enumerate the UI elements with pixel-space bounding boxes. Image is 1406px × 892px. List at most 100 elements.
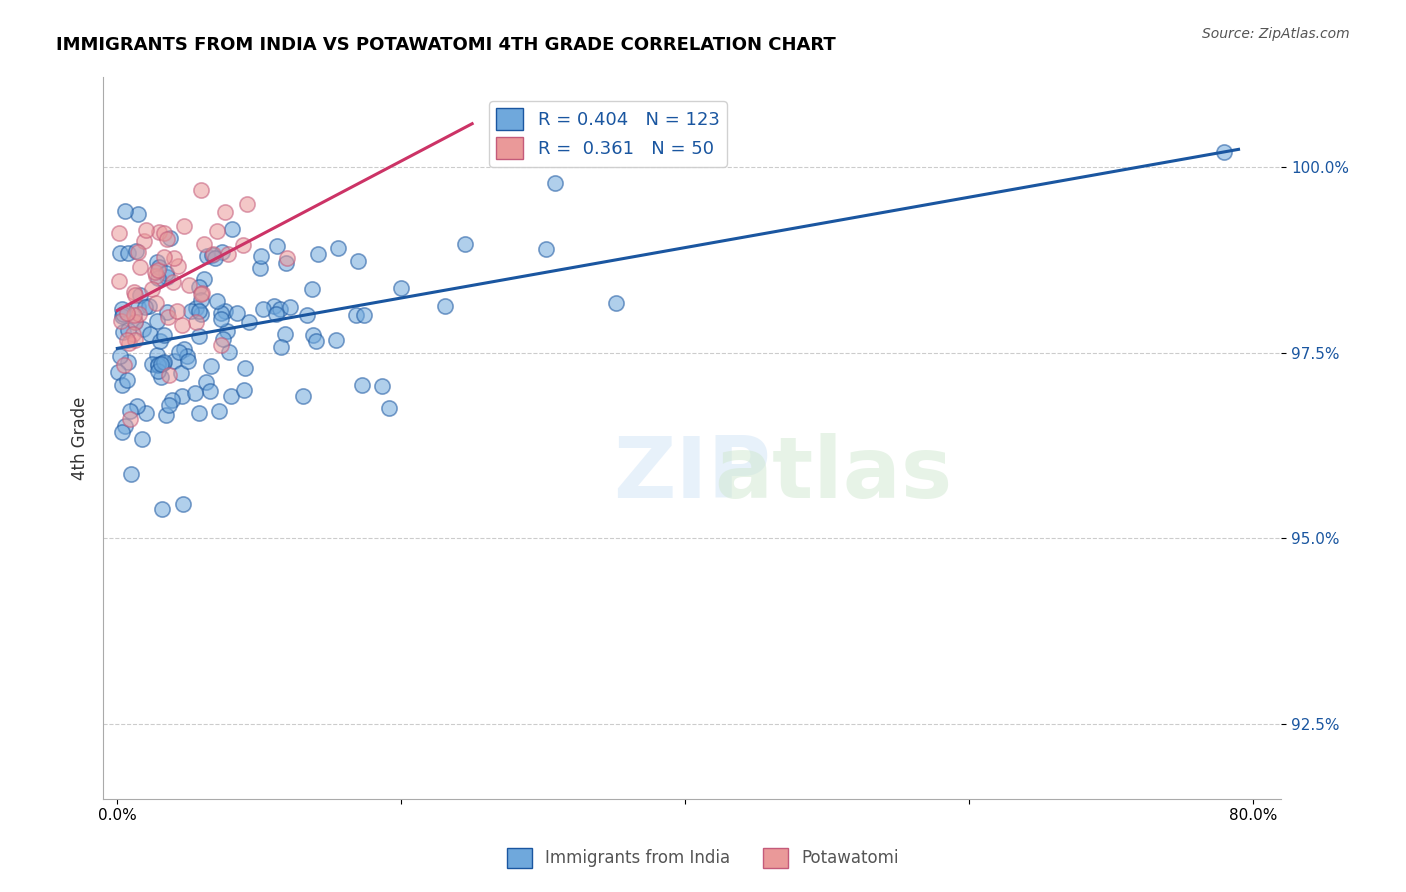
Point <box>143 265 166 279</box>
Point <box>305 334 328 348</box>
Point <box>263 299 285 313</box>
Point <box>434 299 457 313</box>
Point <box>107 365 129 379</box>
Point <box>156 269 179 284</box>
Point <box>179 278 201 293</box>
Point <box>148 225 170 239</box>
Text: IMMIGRANTS FROM INDIA VS POTAWATOMI 4TH GRADE CORRELATION CHART: IMMIGRANTS FROM INDIA VS POTAWATOMI 4TH … <box>56 36 837 54</box>
Point <box>111 325 134 339</box>
Point <box>149 357 172 371</box>
Point <box>190 183 212 197</box>
Point <box>141 357 163 371</box>
Point <box>353 308 375 322</box>
Point <box>163 354 186 368</box>
Point <box>347 254 370 268</box>
Point <box>124 314 146 328</box>
Point <box>155 304 177 318</box>
Point <box>202 247 225 261</box>
Point <box>193 271 215 285</box>
Point <box>135 223 157 237</box>
Point <box>195 376 218 390</box>
Point <box>115 306 138 320</box>
Point <box>605 296 627 310</box>
Point <box>238 315 260 329</box>
Point <box>211 245 233 260</box>
Point <box>167 345 190 359</box>
Point <box>134 300 156 314</box>
Point <box>274 327 297 342</box>
Point <box>145 269 167 284</box>
Point <box>150 501 173 516</box>
Point <box>207 293 229 308</box>
Point <box>162 276 184 290</box>
Text: ZIP: ZIP <box>613 433 770 516</box>
Point <box>193 237 215 252</box>
Point <box>112 358 135 372</box>
Point <box>139 327 162 342</box>
Point <box>127 207 149 221</box>
Point <box>111 377 134 392</box>
Point <box>188 406 211 420</box>
Point <box>201 248 224 262</box>
Point <box>176 349 198 363</box>
Point <box>110 314 132 328</box>
Point <box>146 263 169 277</box>
Point <box>124 333 146 347</box>
Point <box>149 334 172 349</box>
Point <box>170 366 193 380</box>
Point <box>186 315 208 329</box>
Point <box>187 329 209 343</box>
Point <box>344 309 367 323</box>
Point <box>249 260 271 275</box>
Point <box>148 260 170 274</box>
Point <box>125 399 148 413</box>
Point <box>122 285 145 299</box>
Point <box>152 356 174 370</box>
Point <box>127 244 149 259</box>
Point <box>184 301 207 316</box>
Point <box>218 344 240 359</box>
Point <box>269 302 291 317</box>
Point <box>157 368 180 382</box>
Point <box>325 333 347 347</box>
Point <box>215 324 238 338</box>
Text: atlas: atlas <box>714 433 953 516</box>
Point <box>278 300 301 314</box>
Point <box>153 328 176 343</box>
Point <box>108 274 131 288</box>
Point <box>209 306 232 320</box>
Point <box>200 359 222 373</box>
Point <box>378 401 401 415</box>
Point <box>115 373 138 387</box>
Point <box>146 348 169 362</box>
Point <box>236 197 259 211</box>
Point <box>155 408 177 422</box>
Point <box>173 342 195 356</box>
Point <box>138 299 160 313</box>
Point <box>187 304 209 318</box>
Point <box>145 254 167 268</box>
Point <box>124 315 146 329</box>
Point <box>252 301 274 316</box>
Point <box>152 251 174 265</box>
Point <box>270 340 292 354</box>
Point <box>214 304 236 318</box>
Point <box>534 242 557 256</box>
Point <box>163 251 186 265</box>
Point <box>117 246 139 260</box>
Point <box>301 327 323 342</box>
Point <box>350 378 373 392</box>
Point <box>173 219 195 233</box>
Point <box>145 314 167 328</box>
Point <box>307 247 329 261</box>
Point <box>233 361 256 376</box>
Y-axis label: 4th Grade: 4th Grade <box>72 396 89 480</box>
Point <box>156 310 179 324</box>
Point <box>221 222 243 236</box>
Point <box>146 359 169 373</box>
Point <box>172 497 194 511</box>
Point <box>117 335 139 350</box>
Point <box>212 332 235 346</box>
Point <box>170 318 193 332</box>
Point <box>159 231 181 245</box>
